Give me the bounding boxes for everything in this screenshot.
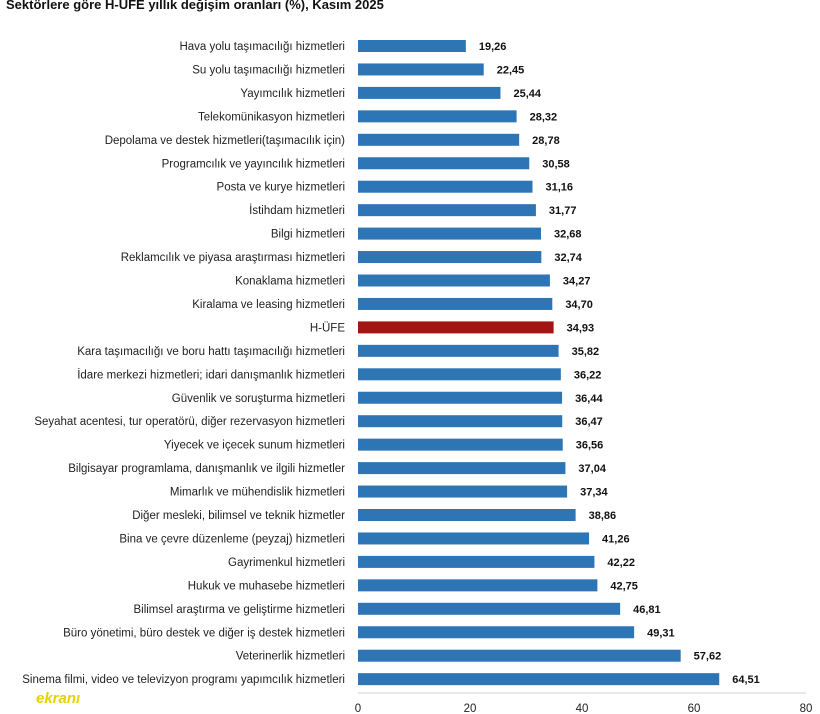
value-label: 36,44 — [575, 393, 603, 405]
value-label: 32,74 — [554, 252, 582, 264]
bar — [358, 133, 520, 146]
watermark-logo: ekranı — [36, 690, 81, 707]
category-label: Bina ve çevre düzenleme (peyzaj) hizmetl… — [119, 533, 345, 545]
value-label: 37,04 — [578, 463, 606, 475]
bar — [358, 40, 466, 52]
value-label: 19,26 — [479, 41, 507, 53]
x-tick-label: 80 — [800, 703, 813, 714]
bar — [358, 110, 517, 123]
value-label: 42,75 — [610, 580, 638, 592]
bar — [358, 485, 568, 498]
value-label: 30,58 — [542, 158, 570, 170]
value-label: 28,32 — [530, 111, 558, 123]
bar-highlight — [358, 321, 554, 334]
category-label: Hukuk ve muhasebe hizmetleri — [188, 580, 345, 592]
category-label: Büro yönetimi, büro destek ve diğer iş d… — [63, 627, 345, 639]
category-label: Seyahat acentesi, tur operatörü, diğer r… — [34, 416, 345, 428]
bar — [358, 602, 621, 615]
value-label: 36,56 — [576, 440, 604, 452]
bar — [358, 227, 542, 240]
chart-title: Sektörlere göre H-ÜFE yıllık değişim ora… — [6, 0, 384, 12]
value-label: 41,26 — [602, 533, 630, 545]
x-tick-label: 0 — [355, 703, 361, 714]
bar — [358, 532, 590, 545]
bar — [358, 415, 563, 428]
category-label: Mimarlık ve mühendislik hizmetleri — [170, 487, 345, 499]
value-label: 49,31 — [647, 627, 675, 639]
category-label: Sinema filmi, video ve televizyon progra… — [22, 674, 345, 686]
value-label: 35,82 — [572, 346, 600, 358]
bar — [358, 579, 598, 592]
category-label: Bilgi hizmetleri — [271, 229, 345, 241]
value-label: 34,70 — [565, 299, 593, 311]
bar — [358, 462, 566, 475]
bar — [358, 673, 720, 686]
category-label: Kara taşımacılığı ve boru hattı taşımacı… — [77, 346, 345, 358]
category-label: Veterinerlik hizmetleri — [236, 651, 345, 663]
value-label: 31,77 — [549, 205, 577, 217]
bar — [358, 509, 576, 521]
category-label: Reklamcılık ve piyasa araştırması hizmet… — [121, 252, 345, 264]
category-label: Yiyecek ve içecek sunum hizmetleri — [164, 440, 345, 452]
value-label: 34,27 — [563, 276, 591, 288]
value-label: 36,47 — [575, 416, 603, 428]
category-label: H-ÜFE — [310, 322, 345, 334]
value-label: 36,22 — [574, 369, 602, 381]
bar — [358, 555, 595, 568]
category-label: Bilgisayar programlama, danışmanlık ve i… — [68, 463, 345, 475]
value-label: 28,78 — [532, 135, 560, 147]
bar — [358, 368, 561, 381]
bar — [358, 649, 681, 662]
bar — [358, 63, 484, 76]
bar — [358, 204, 536, 217]
category-label: Bilimsel araştırma ve geliştirme hizmetl… — [133, 604, 345, 616]
category-label: Su yolu taşımacılığı hizmetleri — [192, 64, 345, 76]
category-label: Kiralama ve leasing hizmetleri — [192, 299, 345, 311]
bar — [358, 180, 533, 193]
value-label: 42,22 — [607, 557, 635, 569]
category-label: Hava yolu taşımacılığı hizmetleri — [179, 41, 345, 53]
category-label: Diğer mesleki, bilimsel ve teknik hizmet… — [132, 510, 345, 522]
bar — [358, 344, 559, 357]
bar — [358, 626, 635, 639]
x-tick-label: 60 — [688, 703, 701, 714]
bar — [358, 297, 553, 310]
value-label: 22,45 — [497, 64, 525, 76]
value-label: 34,93 — [567, 322, 595, 334]
bar — [358, 391, 563, 404]
category-label: Yayımcılık hizmetleri — [240, 88, 345, 100]
category-label: Telekomünikasyon hizmetleri — [198, 111, 345, 123]
category-label: İstihdam hizmetleri — [249, 204, 345, 217]
bar — [358, 157, 530, 170]
category-label: Konaklama hizmetleri — [235, 276, 345, 288]
bar — [358, 274, 550, 287]
value-label: 32,68 — [554, 229, 582, 241]
category-label: Gayrimenkul hizmetleri — [228, 557, 345, 569]
value-label: 64,51 — [732, 674, 760, 686]
value-label: 25,44 — [513, 88, 541, 100]
category-label: Programcılık ve yayıncılık hizmetleri — [162, 158, 345, 170]
bar — [358, 438, 563, 451]
value-label: 37,34 — [580, 487, 608, 499]
value-label: 31,16 — [545, 182, 573, 194]
bar — [358, 251, 542, 264]
category-label: Posta ve kurye hizmetleri — [217, 182, 345, 194]
category-label: Güvenlik ve soruşturma hizmetleri — [172, 393, 345, 405]
x-tick-label: 40 — [576, 703, 589, 714]
category-label: İdare merkezi hizmetleri; idari danışman… — [77, 368, 345, 381]
value-label: 57,62 — [694, 651, 722, 663]
category-label: Depolama ve destek hizmetleri(taşımacılı… — [105, 135, 345, 147]
x-tick-label: 20 — [464, 703, 477, 714]
value-label: 38,86 — [589, 510, 617, 522]
value-label: 46,81 — [633, 604, 661, 616]
bar — [358, 86, 501, 99]
